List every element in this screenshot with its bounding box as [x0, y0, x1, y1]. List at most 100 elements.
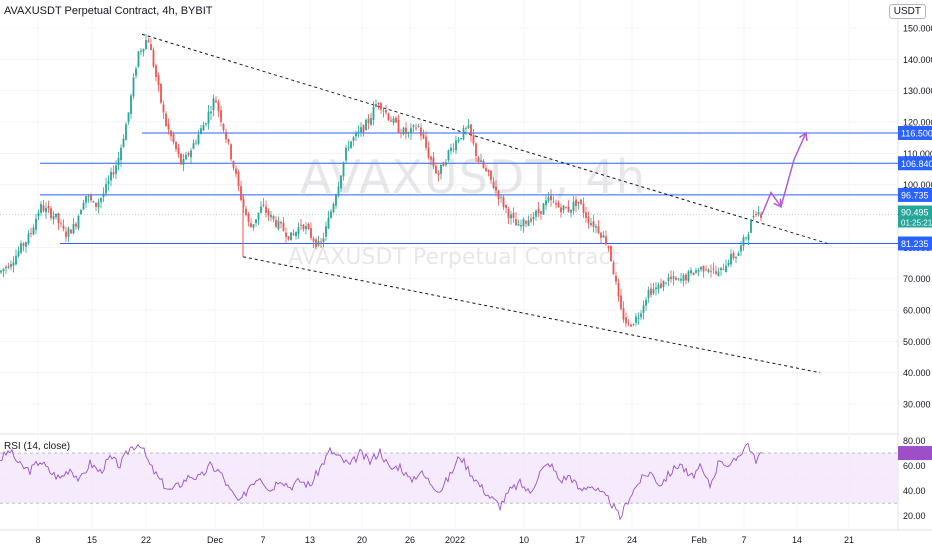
- candle-body: [555, 203, 557, 205]
- candle-body: [672, 276, 675, 279]
- candle-body: [120, 147, 122, 161]
- candle-body: [152, 49, 155, 67]
- candle-body: [667, 277, 670, 281]
- horizontal-levels[interactable]: [0, 132, 898, 244]
- candle-body: [397, 120, 400, 133]
- candle-body: [275, 219, 277, 227]
- candle-body: [745, 237, 747, 239]
- candle-body: [610, 245, 612, 262]
- candle-body: [100, 197, 102, 203]
- price-tick-label: 50.000: [903, 337, 931, 347]
- arrow-head: [798, 131, 808, 142]
- candle-body: [125, 124, 127, 141]
- candle-body: [47, 205, 50, 209]
- candle-body: [652, 289, 655, 294]
- candle-body: [550, 195, 552, 200]
- candle-body: [585, 212, 587, 218]
- candle-body: [235, 168, 237, 174]
- candle-body: [20, 243, 22, 253]
- candle-body: [2, 268, 5, 272]
- candle-body: [147, 40, 150, 43]
- candle-body: [335, 195, 337, 206]
- candle-body: [197, 134, 200, 144]
- candle-body: [687, 271, 690, 282]
- candle-body: [630, 324, 632, 327]
- candle-body: [155, 65, 157, 77]
- candle-body: [10, 264, 12, 267]
- candle-body: [32, 227, 35, 235]
- candle-body: [460, 138, 462, 140]
- candle-body: [40, 204, 42, 213]
- candle-body: [410, 127, 412, 134]
- price-tick-label: 110.000: [903, 149, 932, 159]
- level-price-tag: [898, 156, 932, 171]
- projection-arrows[interactable]: [761, 131, 808, 215]
- candle-body: [210, 111, 212, 114]
- candle-body: [17, 251, 20, 257]
- candle-body: [42, 205, 45, 212]
- candle-body: [385, 110, 387, 113]
- candle-body: [122, 138, 125, 147]
- currency-button[interactable]: USDT: [888, 4, 926, 19]
- time-tick-label: 15: [87, 535, 97, 545]
- candle-body: [257, 212, 260, 220]
- candle-body: [747, 234, 750, 240]
- candle-body: [165, 113, 167, 126]
- candle-body: [740, 245, 742, 252]
- candle-body: [580, 199, 582, 204]
- rsi-value-tag: [898, 446, 932, 461]
- candle-body: [715, 271, 717, 274]
- candle-body: [757, 212, 760, 215]
- candle-body: [605, 236, 607, 245]
- candle-body: [247, 213, 250, 222]
- candle-body: [627, 322, 630, 324]
- candle-body: [440, 164, 442, 174]
- rsi-tick-label: 80.00: [903, 436, 926, 446]
- time-axis[interactable]: 8 15 22 Dec 7 13 20 26 2022 10 17 24 Feb 7 14 21: [35, 535, 854, 545]
- candle-body: [377, 103, 380, 105]
- candle-body: [535, 210, 537, 217]
- candle-body: [442, 162, 445, 167]
- candle-body: [742, 237, 745, 246]
- candle-body: [67, 228, 70, 237]
- candle-body: [575, 199, 577, 206]
- candle-body: [90, 195, 92, 201]
- candle-body: [360, 127, 362, 133]
- time-tick-label: 21: [844, 535, 854, 545]
- candle-body: [217, 101, 220, 111]
- candle-body: [330, 211, 332, 218]
- candle-body: [240, 186, 242, 200]
- candle-body: [177, 147, 180, 155]
- candle-body: [695, 270, 697, 273]
- candle-body: [640, 313, 642, 318]
- time-tick-label: Feb: [691, 535, 707, 545]
- grid-lines: [0, 0, 932, 531]
- candle-body: [462, 128, 465, 140]
- candle-body: [202, 125, 205, 131]
- candle-body: [507, 208, 510, 219]
- candle-body: [200, 128, 202, 134]
- time-tick-label: 7: [741, 535, 746, 545]
- price-tick-label: 30.000: [903, 400, 931, 410]
- candle-body: [57, 213, 60, 224]
- candle-body: [612, 262, 615, 275]
- candle-body: [237, 172, 240, 187]
- candle-body: [187, 153, 190, 156]
- candle-body: [15, 255, 17, 265]
- candle-body: [135, 68, 137, 76]
- candle-body: [182, 159, 185, 165]
- candle-body: [327, 217, 330, 229]
- candle-body: [685, 274, 687, 281]
- candle-body: [455, 140, 457, 151]
- candle-body: [300, 225, 302, 226]
- candle-body: [325, 226, 327, 237]
- descending-channel[interactable]: [141, 33, 831, 374]
- candle-body: [725, 265, 727, 273]
- candle-body: [347, 146, 350, 148]
- level-price-text: 116.500: [901, 128, 932, 138]
- time-tick-label: 17: [575, 535, 585, 545]
- candle-body: [760, 214, 762, 218]
- candle-body: [705, 269, 707, 271]
